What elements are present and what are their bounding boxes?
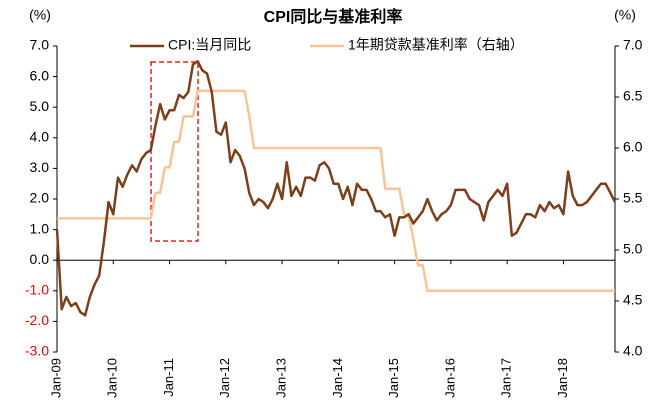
x-tick-label: Jan-09 xyxy=(48,358,63,398)
y-tick-label: -2.0 xyxy=(25,312,49,328)
x-tick-label: Jan-14 xyxy=(330,358,345,398)
y-tick-label: -3.0 xyxy=(25,343,49,359)
x-tick-label: Jan-18 xyxy=(555,358,570,398)
y-tick-label: 2.0 xyxy=(30,190,50,206)
highlight-box xyxy=(150,61,199,242)
y-tick-label: -1.0 xyxy=(25,282,49,298)
y2-tick-label: 4.5 xyxy=(623,292,643,308)
y-tick-label: 0.0 xyxy=(30,251,50,267)
y-tick-label: 5.0 xyxy=(30,98,50,114)
y2-tick-label: 5.0 xyxy=(623,241,643,257)
y2-tick-label: 6.5 xyxy=(623,88,643,104)
x-tick-label: Jan-16 xyxy=(442,358,457,398)
y-tick-label: 6.0 xyxy=(30,67,50,83)
y2-tick-label: 6.0 xyxy=(623,139,643,155)
y-tick-label: 3.0 xyxy=(30,159,50,175)
y-tick-label: 1.0 xyxy=(30,220,50,236)
legend-label: 1年期贷款基准利率（右轴） xyxy=(348,37,524,53)
y2-tick-label: 4.0 xyxy=(623,343,643,359)
y-tick-label: 4.0 xyxy=(30,129,50,145)
y-unit: (%) xyxy=(29,7,51,23)
legend-label: CPI:当月同比 xyxy=(168,37,251,53)
chart-title: CPI同比与基准利率 xyxy=(264,7,403,26)
y-tick-label: 7.0 xyxy=(30,37,50,53)
x-tick-label: Jan-17 xyxy=(499,358,514,398)
y2-tick-label: 5.5 xyxy=(623,190,643,206)
x-tick-label: Jan-10 xyxy=(105,358,120,398)
x-tick-label: Jan-13 xyxy=(274,358,289,398)
series-line xyxy=(57,89,615,293)
x-tick-label: Jan-15 xyxy=(386,358,401,398)
y2-unit: (%) xyxy=(614,7,636,23)
x-tick-label: Jan-11 xyxy=(161,358,176,397)
y2-tick-label: 7.0 xyxy=(623,37,643,53)
series-line xyxy=(55,60,617,317)
x-tick-label: Jan-12 xyxy=(217,358,232,398)
